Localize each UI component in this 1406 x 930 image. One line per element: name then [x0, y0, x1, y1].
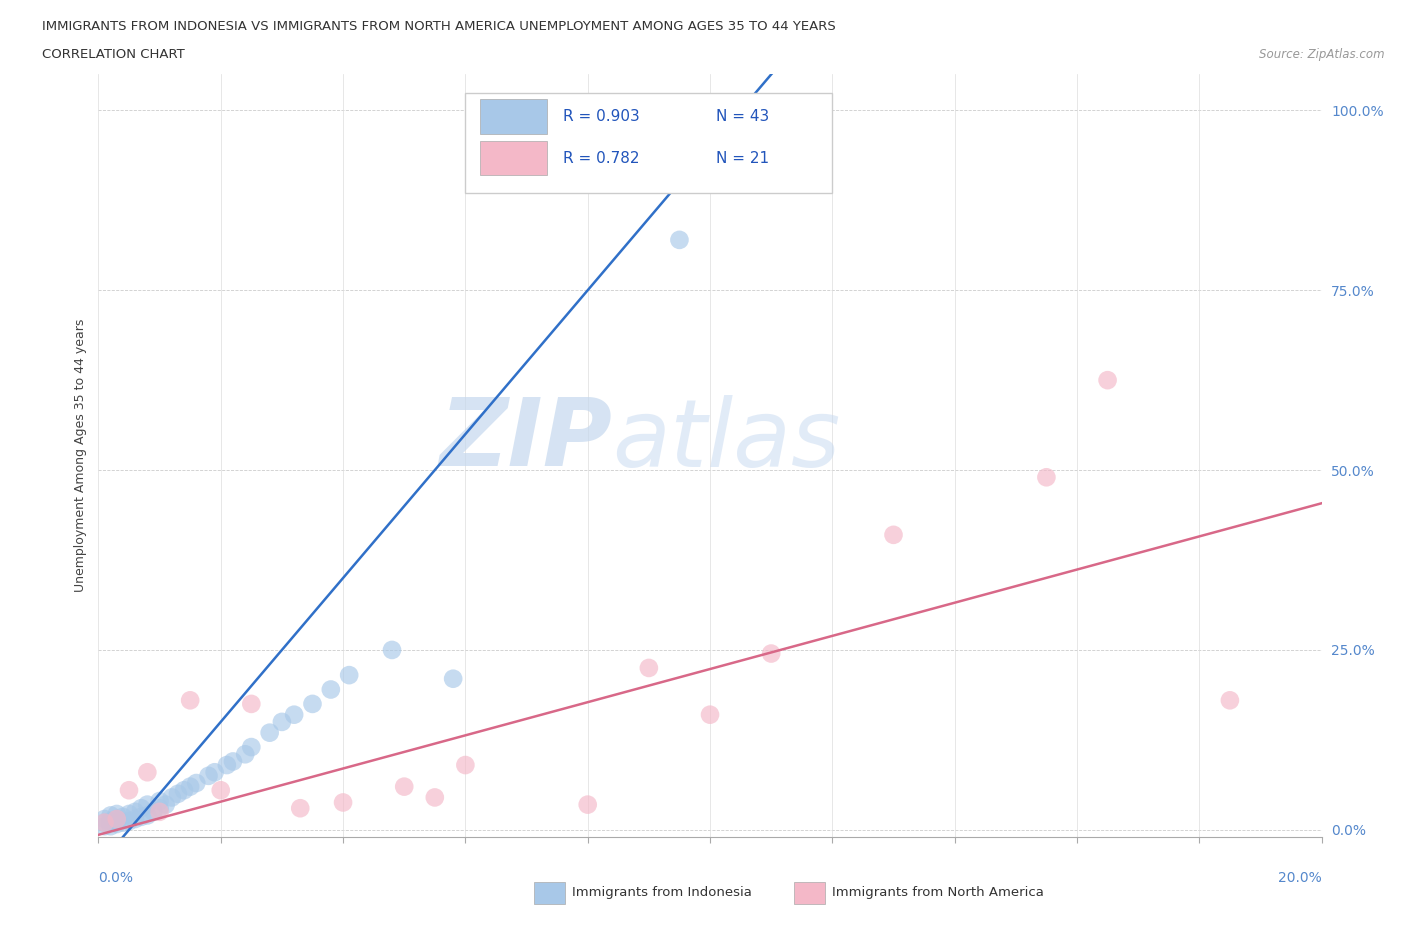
- Point: [197, 768, 219, 783]
- Text: 0.0%: 0.0%: [98, 871, 134, 885]
- Point: [186, 776, 208, 790]
- Point: [100, 808, 122, 823]
- Point: [1219, 693, 1241, 708]
- Point: [124, 812, 146, 827]
- Point: [93, 812, 115, 827]
- Point: [160, 790, 183, 804]
- Point: [637, 660, 661, 675]
- Point: [105, 817, 128, 831]
- Point: [111, 816, 134, 830]
- Point: [337, 668, 360, 683]
- Point: [233, 747, 256, 762]
- Point: [423, 790, 446, 804]
- Point: [222, 754, 245, 769]
- Point: [204, 764, 226, 779]
- Point: [209, 783, 232, 798]
- Point: [270, 714, 292, 729]
- Point: [759, 646, 782, 661]
- Point: [105, 812, 128, 827]
- Y-axis label: Unemployment Among Ages 35 to 44 years: Unemployment Among Ages 35 to 44 years: [75, 319, 87, 592]
- Bar: [479, 141, 547, 176]
- Point: [149, 793, 172, 808]
- Text: CORRELATION CHART: CORRELATION CHART: [42, 48, 186, 61]
- Bar: [479, 100, 547, 134]
- Point: [215, 758, 238, 773]
- Point: [699, 707, 721, 722]
- Point: [118, 783, 141, 798]
- Text: Immigrants from North America: Immigrants from North America: [832, 886, 1045, 899]
- Text: 20.0%: 20.0%: [1278, 871, 1322, 885]
- Point: [100, 818, 122, 833]
- Point: [240, 739, 263, 754]
- Point: [301, 697, 323, 711]
- Point: [259, 725, 281, 740]
- Point: [155, 797, 177, 812]
- Point: [392, 779, 416, 794]
- Point: [1035, 470, 1057, 485]
- Point: [100, 814, 122, 829]
- Text: N = 21: N = 21: [716, 151, 769, 166]
- Point: [136, 808, 159, 823]
- Point: [319, 682, 342, 697]
- Point: [136, 764, 159, 779]
- Text: Source: ZipAtlas.com: Source: ZipAtlas.com: [1260, 48, 1385, 61]
- Text: R = 0.782: R = 0.782: [564, 151, 640, 166]
- Point: [179, 693, 201, 708]
- Point: [441, 671, 464, 686]
- Point: [118, 806, 141, 821]
- Text: Immigrants from Indonesia: Immigrants from Indonesia: [572, 886, 752, 899]
- Point: [93, 816, 115, 830]
- Point: [111, 809, 134, 824]
- Point: [290, 801, 312, 816]
- Point: [142, 804, 165, 819]
- FancyBboxPatch shape: [465, 94, 832, 193]
- Point: [93, 816, 115, 830]
- Point: [883, 527, 905, 542]
- Point: [283, 707, 305, 722]
- Point: [129, 801, 152, 816]
- Point: [105, 806, 128, 821]
- Text: IMMIGRANTS FROM INDONESIA VS IMMIGRANTS FROM NORTH AMERICA UNEMPLOYMENT AMONG AG: IMMIGRANTS FROM INDONESIA VS IMMIGRANTS …: [42, 20, 837, 33]
- Point: [1097, 373, 1119, 388]
- Point: [668, 232, 690, 247]
- Point: [105, 812, 128, 827]
- Point: [576, 797, 599, 812]
- Point: [454, 758, 477, 773]
- Point: [167, 787, 190, 802]
- Point: [240, 697, 263, 711]
- Point: [129, 809, 152, 824]
- Text: atlas: atlas: [612, 395, 841, 486]
- Text: N = 43: N = 43: [716, 109, 769, 124]
- Point: [118, 814, 141, 829]
- Point: [93, 818, 115, 833]
- Point: [149, 801, 172, 816]
- Text: R = 0.903: R = 0.903: [564, 109, 640, 124]
- Text: ZIP: ZIP: [439, 394, 612, 486]
- Point: [332, 795, 354, 810]
- Point: [136, 797, 159, 812]
- Point: [149, 804, 172, 819]
- Point: [381, 643, 404, 658]
- Point: [179, 779, 201, 794]
- Point: [124, 804, 146, 819]
- Point: [173, 783, 195, 798]
